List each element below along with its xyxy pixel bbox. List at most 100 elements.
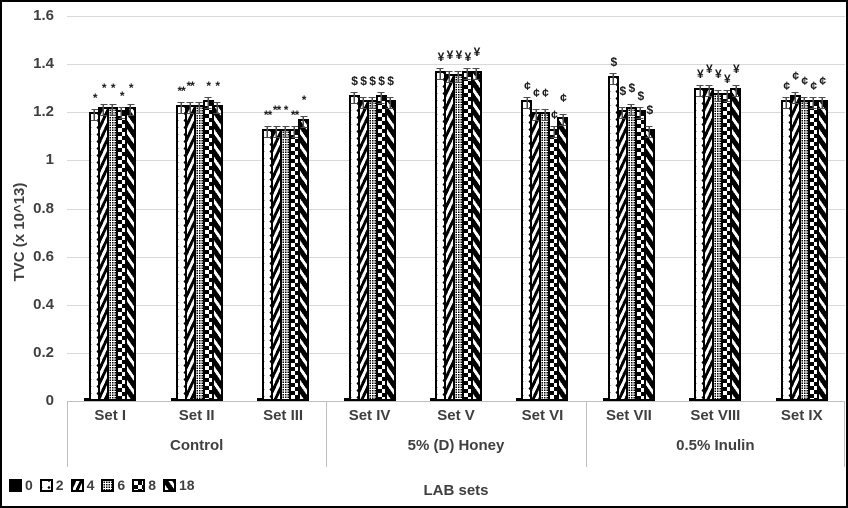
error-bar <box>550 126 558 138</box>
set-label-set-iii: Set III <box>263 407 304 424</box>
group-label-1: 5% (D) Honey <box>407 437 505 454</box>
significance-annotation: ¢ <box>533 86 540 100</box>
legend-label-18: 18 <box>178 477 195 493</box>
error-bar <box>109 104 117 116</box>
bar-set-iii-series-0 <box>257 398 265 401</box>
significance-annotation: $ <box>628 81 636 95</box>
significance-annotation: ¢ <box>810 79 817 93</box>
gridline <box>67 64 845 65</box>
error-bar <box>463 68 471 80</box>
legend-item-6: 6 <box>101 478 125 492</box>
error-bar <box>809 97 817 109</box>
bar-group-set-v: ¥ ¥ ¥ ¥ ¥ <box>413 2 499 401</box>
bar-set-v-series-0 <box>429 398 437 401</box>
error-bar <box>177 102 185 114</box>
bar-set-viii-series-0 <box>689 398 697 401</box>
error-bar <box>696 85 704 97</box>
error-bar <box>204 97 212 109</box>
bar-set-ii-series-0 <box>170 398 178 401</box>
significance-annotation: ¥ <box>714 67 722 81</box>
bar-group-set-i: * * * * * <box>67 2 153 401</box>
legend-label-2: 2 <box>55 477 64 493</box>
error-bar <box>386 97 394 109</box>
error-bar <box>645 126 653 138</box>
bar-set-ii-series-18: * <box>211 80 223 401</box>
y-tick-label: 1.6 <box>33 7 54 24</box>
group-label-2: 0.5% Inulin <box>676 437 755 454</box>
significance-annotation: $ <box>378 74 385 88</box>
error-bar <box>705 85 713 97</box>
category-separator <box>67 401 68 467</box>
significance-annotation: ¥ <box>473 45 481 59</box>
significance-annotation: * <box>206 79 211 93</box>
significance-annotation: * <box>110 81 116 95</box>
error-bar <box>782 97 790 109</box>
error-bar <box>436 68 444 80</box>
bar-set-viii-series-18: ¥ <box>730 63 742 401</box>
error-bar <box>472 68 480 80</box>
set-label-set-ii: Set II <box>178 407 215 424</box>
legend-swatch-8 <box>132 478 146 492</box>
error-bar <box>541 109 549 121</box>
error-bar <box>454 71 462 83</box>
x-axis-title: LAB sets <box>423 482 489 499</box>
error-bar <box>636 107 644 119</box>
significance-annotation: * <box>283 103 289 117</box>
significance-annotation: ¥ <box>723 72 731 86</box>
legend-item-8: 8 <box>132 478 156 492</box>
significance-annotation: $ <box>369 74 376 88</box>
y-tick-label: 0.8 <box>33 200 54 217</box>
set-label-set-v: Set V <box>437 407 475 424</box>
error-bar <box>818 97 826 109</box>
bar-set-v-series-18: ¥ <box>470 46 482 401</box>
significance-annotation: ** <box>186 79 194 93</box>
bar-group-set-viii: ¥ ¥ ¥ ¥ ¥ <box>672 2 758 401</box>
significance-annotation: ¥ <box>437 50 445 64</box>
significance-annotation: $ <box>360 74 367 88</box>
y-tick-label: 0.2 <box>33 344 54 361</box>
significance-annotation: * <box>128 81 134 95</box>
error-bar <box>264 126 272 138</box>
error-bar <box>559 114 567 126</box>
error-bar <box>714 90 722 102</box>
significance-annotation: * <box>119 89 125 103</box>
bar-set-vi-series-18: ¢ <box>557 92 569 401</box>
significance-annotation: * <box>101 81 107 95</box>
y-tick-label: 0.4 <box>33 296 54 313</box>
bar-set-iv-series-0 <box>343 398 351 401</box>
set-label-set-vii: Set VII <box>605 407 652 424</box>
set-label-set-ix: Set IX <box>780 407 823 424</box>
significance-annotation: * <box>92 91 98 105</box>
significance-annotation: $ <box>610 55 618 69</box>
bar-group-set-vii: $ $ $ $ $ <box>586 2 672 401</box>
error-bar <box>118 107 126 119</box>
significance-annotation: $ <box>646 103 654 117</box>
legend-label-4: 4 <box>86 477 95 493</box>
legend-swatch-6 <box>101 478 115 492</box>
y-tick-label: 1.2 <box>33 103 54 120</box>
significance-annotation: ¢ <box>801 74 808 88</box>
error-bar <box>532 109 540 121</box>
legend-label-8: 8 <box>148 477 156 493</box>
y-tick-label: 1.4 <box>33 55 54 72</box>
legend-item-4: 4 <box>70 477 95 493</box>
error-bar <box>350 92 358 104</box>
category-separator <box>585 401 587 467</box>
significance-annotation: ** <box>272 103 281 117</box>
y-tick-label: 1 <box>45 151 54 168</box>
error-bar <box>127 104 135 116</box>
legend-swatch-0 <box>9 478 22 492</box>
error-bar <box>723 90 731 102</box>
y-tick-label: 0.6 <box>33 248 54 265</box>
significance-annotation: ¢ <box>819 74 826 88</box>
legend-swatch-2 <box>39 478 53 492</box>
error-bar <box>368 97 376 109</box>
significance-annotation: ** <box>263 108 272 122</box>
significance-annotation: ** <box>177 84 185 98</box>
significance-annotation: * <box>215 79 220 93</box>
error-bar <box>213 102 221 114</box>
error-bar <box>377 92 385 104</box>
error-bar <box>791 92 799 104</box>
error-bar <box>627 104 635 116</box>
